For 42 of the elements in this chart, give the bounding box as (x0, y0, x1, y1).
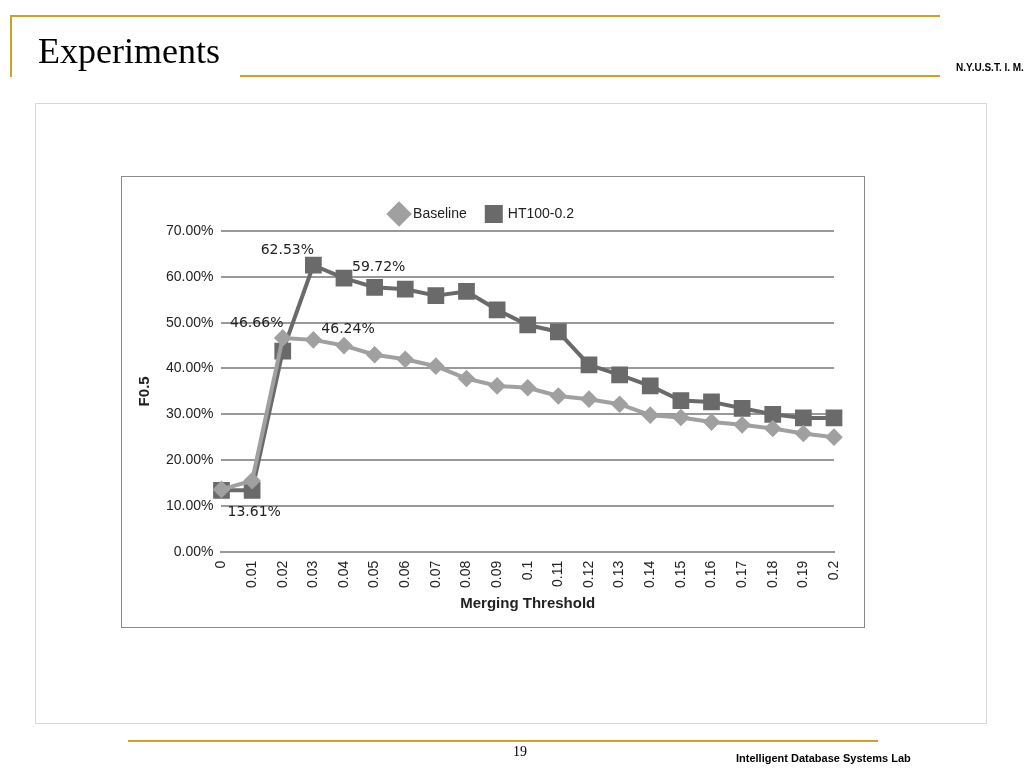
x-tick-label: 0.12 (579, 560, 596, 588)
x-tick-label: 0.08 (457, 560, 474, 588)
x-tick-label: 0.2 (824, 560, 841, 581)
y-tick-label: 60.00% (166, 267, 214, 284)
x-tick-label: 0.19 (794, 560, 811, 588)
legend-label: HT100-0.2 (507, 204, 575, 221)
legend-label: Baseline (413, 204, 467, 221)
y-tick-label: 0.00% (173, 542, 214, 559)
x-tick-label: 0.04 (334, 560, 351, 588)
text: 19 (512, 744, 528, 760)
y-tick-label: 10.00% (166, 496, 214, 513)
x-tick-label: 0.06 (396, 560, 413, 588)
x-tick-label: 0.1 (518, 560, 535, 581)
x-tick-label: 0.09 (487, 560, 504, 588)
y-tick-label: 40.00% (166, 359, 214, 376)
x-tick-label: 0.03 (304, 560, 321, 588)
x-tick-label: 0.02 (273, 560, 290, 588)
text: Intelligent Database Systems Lab (736, 752, 911, 764)
data-label: 59.72% (351, 257, 406, 274)
x-tick-label: 0.15 (671, 560, 688, 588)
x-tick-label: 0.05 (365, 560, 382, 588)
x-tick-label: 0.18 (763, 560, 780, 588)
y-axis-title: F0.5 (135, 376, 153, 407)
y-tick-label: 30.00% (166, 405, 214, 422)
x-axis-title: Merging Threshold (460, 594, 596, 612)
x-tick-label: 0.11 (549, 560, 566, 587)
x-tick-label: 0 (212, 560, 229, 569)
text: N.Y.U.S.T. I. M. (955, 62, 1024, 73)
x-tick-label: 0.13 (610, 560, 627, 588)
x-tick-label: 0.01 (242, 560, 259, 588)
x-tick-label: 0.14 (641, 560, 658, 588)
x-tick-label: 0.07 (426, 560, 443, 588)
data-label: 62.53% (260, 240, 315, 257)
data-label: 46.24% (321, 319, 375, 336)
x-tick-label: 0.16 (702, 560, 719, 588)
y-tick-label: 70.00% (166, 221, 214, 238)
data-label: 13.61% (227, 503, 281, 520)
data-label: 46.66% (230, 313, 284, 330)
y-tick-label: 50.00% (166, 313, 214, 330)
y-tick-label: 20.00% (166, 450, 214, 467)
x-tick-label: 0.17 (732, 560, 749, 588)
chart-title: Experiments (38, 30, 220, 72)
